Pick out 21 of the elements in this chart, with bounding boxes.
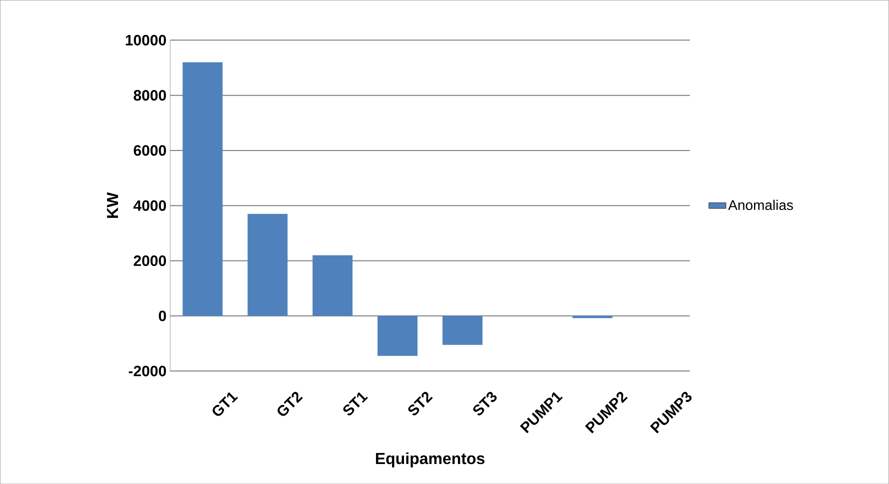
- y-tick-label: 0: [158, 310, 166, 322]
- y-tick-label: 4000: [133, 200, 166, 211]
- bar: [248, 214, 288, 316]
- y-tick-label: 10000: [126, 34, 166, 46]
- legend-label: Anomalias: [728, 200, 793, 210]
- x-tick-label: ST1: [343, 392, 368, 416]
- bar: [378, 316, 418, 356]
- x-tick-label: GT2: [278, 392, 303, 416]
- x-axis-title: Equipamentos: [376, 452, 484, 468]
- x-tick-label: GT1: [212, 392, 238, 416]
- bar: [572, 316, 612, 318]
- bar: [442, 316, 482, 345]
- y-tick-label: 2000: [134, 255, 166, 266]
- x-tick-label: ST3: [473, 392, 497, 416]
- bar: [182, 62, 223, 316]
- y-tick-label: -2000: [128, 366, 166, 376]
- y-axis-title: KW: [107, 192, 118, 218]
- y-tick-label: 6000: [134, 145, 166, 156]
- y-tick-label: 8000: [134, 90, 166, 101]
- bar: [312, 255, 353, 316]
- x-tick-label: ST2: [408, 392, 433, 416]
